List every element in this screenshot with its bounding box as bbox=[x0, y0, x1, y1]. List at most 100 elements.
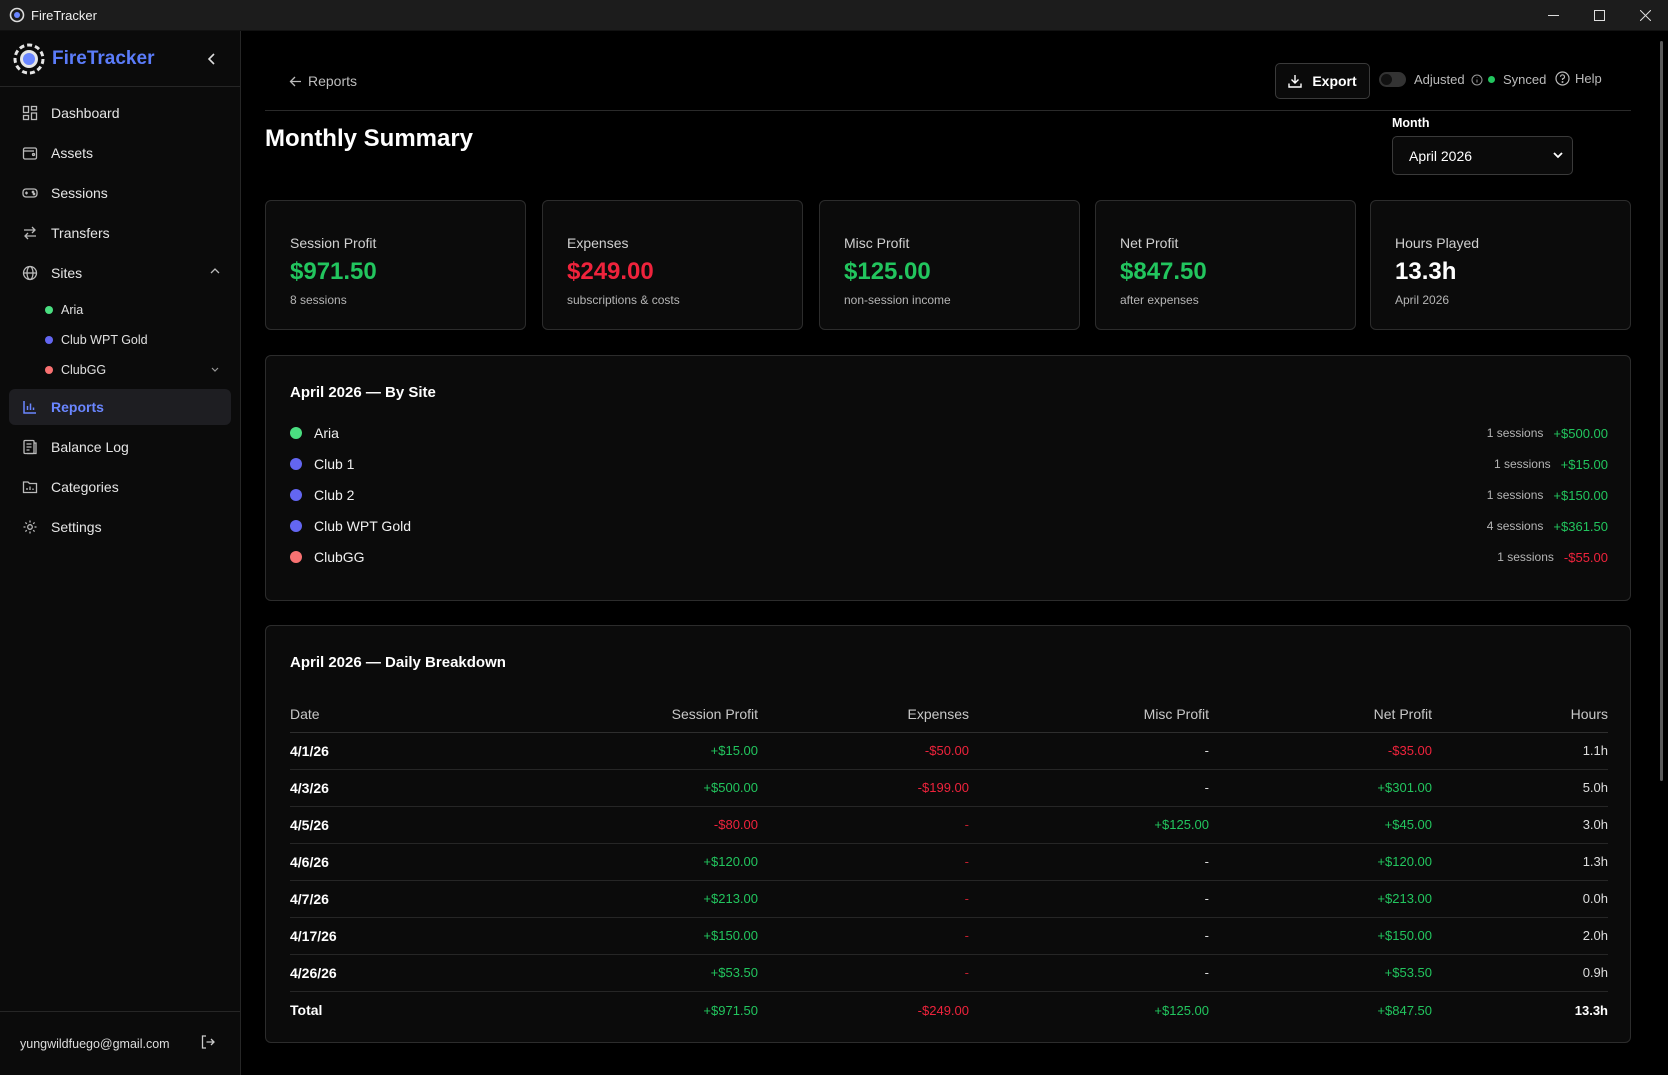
sidebar-item-settings[interactable]: Settings bbox=[9, 509, 231, 545]
cell-misc-profit: - bbox=[969, 769, 1209, 807]
cell-hours: 0.0h bbox=[1432, 880, 1608, 918]
site-amount: +$150.00 bbox=[1553, 487, 1608, 503]
site-sessions: 1 sessions bbox=[1486, 426, 1544, 440]
main-scrollbar[interactable] bbox=[1658, 31, 1666, 1075]
sidebar-item-categories[interactable]: Categories bbox=[9, 469, 231, 505]
gamepad-icon bbox=[21, 184, 39, 202]
cell-hours: 5.0h bbox=[1432, 769, 1608, 807]
sidebar-item-dashboard[interactable]: Dashboard bbox=[9, 95, 231, 131]
arrow-left-icon bbox=[289, 76, 301, 86]
site-color-dot bbox=[290, 551, 302, 563]
site-color-dot bbox=[290, 489, 302, 501]
cell-date: 4/7/26 bbox=[290, 880, 520, 918]
scrollbar-thumb[interactable] bbox=[1660, 41, 1663, 781]
daily-breakdown-title: April 2026 — Daily Breakdown bbox=[290, 654, 506, 671]
cell-hours: 0.9h bbox=[1432, 954, 1608, 992]
maximize-button[interactable] bbox=[1576, 0, 1622, 31]
chevron-left-icon bbox=[207, 53, 215, 65]
collapse-sidebar-button[interactable] bbox=[202, 49, 222, 69]
card-value: $847.50 bbox=[1120, 258, 1207, 285]
site-row: Club 2 1 sessions +$150.00 bbox=[290, 479, 1608, 511]
sidebar-site-label: Aria bbox=[61, 303, 84, 317]
cell-net-profit: +$53.50 bbox=[1209, 954, 1432, 992]
cell-hours: 1.1h bbox=[1432, 732, 1608, 770]
card-label: Misc Profit bbox=[844, 235, 910, 251]
month-select-value: April 2026 bbox=[1409, 147, 1473, 164]
cell-hours: 1.3h bbox=[1432, 843, 1608, 881]
cell-date: 4/26/26 bbox=[290, 954, 520, 992]
sidebar-site-label: Club WPT Gold bbox=[61, 333, 148, 347]
sidebar-site-club-wpt-gold[interactable]: Club WPT Gold bbox=[9, 325, 231, 355]
site-color-dot bbox=[45, 366, 53, 374]
sidebar-site-clubgg[interactable]: ClubGG bbox=[9, 355, 231, 385]
table-row: 4/7/26 +$213.00 - - +$213.00 0.0h bbox=[290, 880, 1608, 918]
card-sub: non-session income bbox=[844, 293, 951, 307]
minimize-icon bbox=[1547, 15, 1559, 16]
minimize-button[interactable] bbox=[1530, 0, 1576, 31]
sidebar-item-assets[interactable]: Assets bbox=[9, 135, 231, 171]
cell-expenses: -$50.00 bbox=[758, 732, 969, 770]
close-icon bbox=[1639, 10, 1651, 21]
cell-net-profit: +$45.00 bbox=[1209, 806, 1432, 844]
site-color-dot bbox=[45, 306, 53, 314]
card-sub: subscriptions & costs bbox=[567, 293, 680, 307]
sidebar-item-reports[interactable]: Reports bbox=[9, 389, 231, 425]
chevron-up-icon bbox=[210, 268, 220, 274]
cell-date: 4/6/26 bbox=[290, 843, 520, 881]
cell-misc-profit: +$125.00 bbox=[969, 806, 1209, 844]
site-sessions: 1 sessions bbox=[1486, 488, 1544, 502]
sidebar-item-label: Dashboard bbox=[51, 105, 120, 121]
site-name: Club WPT Gold bbox=[314, 518, 411, 534]
card-expenses: Expenses $249.00 subscriptions & costs bbox=[542, 200, 803, 330]
table-row: 4/26/26 +$53.50 - - +$53.50 0.9h bbox=[290, 954, 1608, 992]
cell-expenses: - bbox=[758, 806, 969, 844]
month-select[interactable]: April 2026 bbox=[1392, 136, 1573, 175]
help-button[interactable]: Help bbox=[1555, 71, 1602, 86]
column-header: Hours bbox=[1432, 696, 1608, 733]
sidebar-site-label: ClubGG bbox=[61, 363, 107, 377]
cell-misc-profit: - bbox=[969, 732, 1209, 770]
site-sessions: 1 sessions bbox=[1493, 457, 1551, 471]
sidebar-item-sessions[interactable]: Sessions bbox=[9, 175, 231, 211]
app-logo-icon bbox=[9, 7, 25, 23]
sidebar-item-balance-log[interactable]: Balance Log bbox=[9, 429, 231, 465]
sidebar: FireTracker Dashboard Assets Sessions bbox=[0, 31, 241, 1075]
sync-status: Synced bbox=[1488, 72, 1546, 87]
site-color-dot bbox=[290, 427, 302, 439]
folder-chart-icon bbox=[21, 478, 39, 496]
site-row: Club 1 1 sessions +$15.00 bbox=[290, 448, 1608, 480]
info-icon[interactable] bbox=[1471, 74, 1483, 86]
sidebar-item-label: Assets bbox=[51, 145, 94, 161]
table-row: 4/17/26 +$150.00 - - +$150.00 2.0h bbox=[290, 917, 1608, 955]
card-label: Session Profit bbox=[290, 235, 377, 251]
adjusted-toggle[interactable] bbox=[1379, 72, 1406, 87]
cell-date: 4/3/26 bbox=[290, 769, 520, 807]
sidebar-item-sites[interactable]: Sites bbox=[9, 255, 231, 291]
maximize-icon bbox=[1593, 10, 1605, 21]
topbar: Reports Export Adjusted Synced Help bbox=[265, 61, 1631, 111]
cell-session-profit: +$500.00 bbox=[520, 769, 758, 807]
chevron-down-icon[interactable] bbox=[209, 363, 221, 375]
summary-cards: Session Profit $971.50 8 sessions Expens… bbox=[265, 200, 1631, 330]
export-label: Export bbox=[1312, 73, 1357, 89]
transfer-arrows-icon bbox=[21, 224, 39, 242]
cell-total-misc-profit: +$125.00 bbox=[969, 990, 1209, 1029]
table-row: 4/3/26 +$500.00 -$199.00 - +$301.00 5.0h bbox=[290, 769, 1608, 807]
export-button[interactable]: Export bbox=[1275, 63, 1370, 99]
sidebar-item-transfers[interactable]: Transfers bbox=[9, 215, 231, 251]
logout-icon[interactable] bbox=[200, 1034, 216, 1050]
back-to-reports-link[interactable]: Reports bbox=[289, 73, 357, 89]
card-label: Hours Played bbox=[1395, 235, 1480, 251]
cell-total-expenses: -$249.00 bbox=[758, 990, 969, 1029]
by-site-panel: April 2026 — By Site Aria 1 sessions +$50… bbox=[265, 355, 1631, 601]
close-window-button[interactable] bbox=[1622, 0, 1668, 31]
column-header: Net Profit bbox=[1209, 696, 1432, 733]
user-email: yungwildfuego@gmail.com bbox=[20, 1036, 170, 1051]
cell-date: 4/1/26 bbox=[290, 732, 520, 770]
sidebar-site-aria[interactable]: Aria bbox=[9, 295, 231, 325]
download-icon bbox=[1288, 75, 1303, 88]
window-titlebar: FireTracker bbox=[0, 0, 1668, 31]
wallet-icon bbox=[21, 144, 39, 162]
site-name: Club 2 bbox=[314, 487, 355, 503]
toggle-knob bbox=[1381, 74, 1392, 85]
